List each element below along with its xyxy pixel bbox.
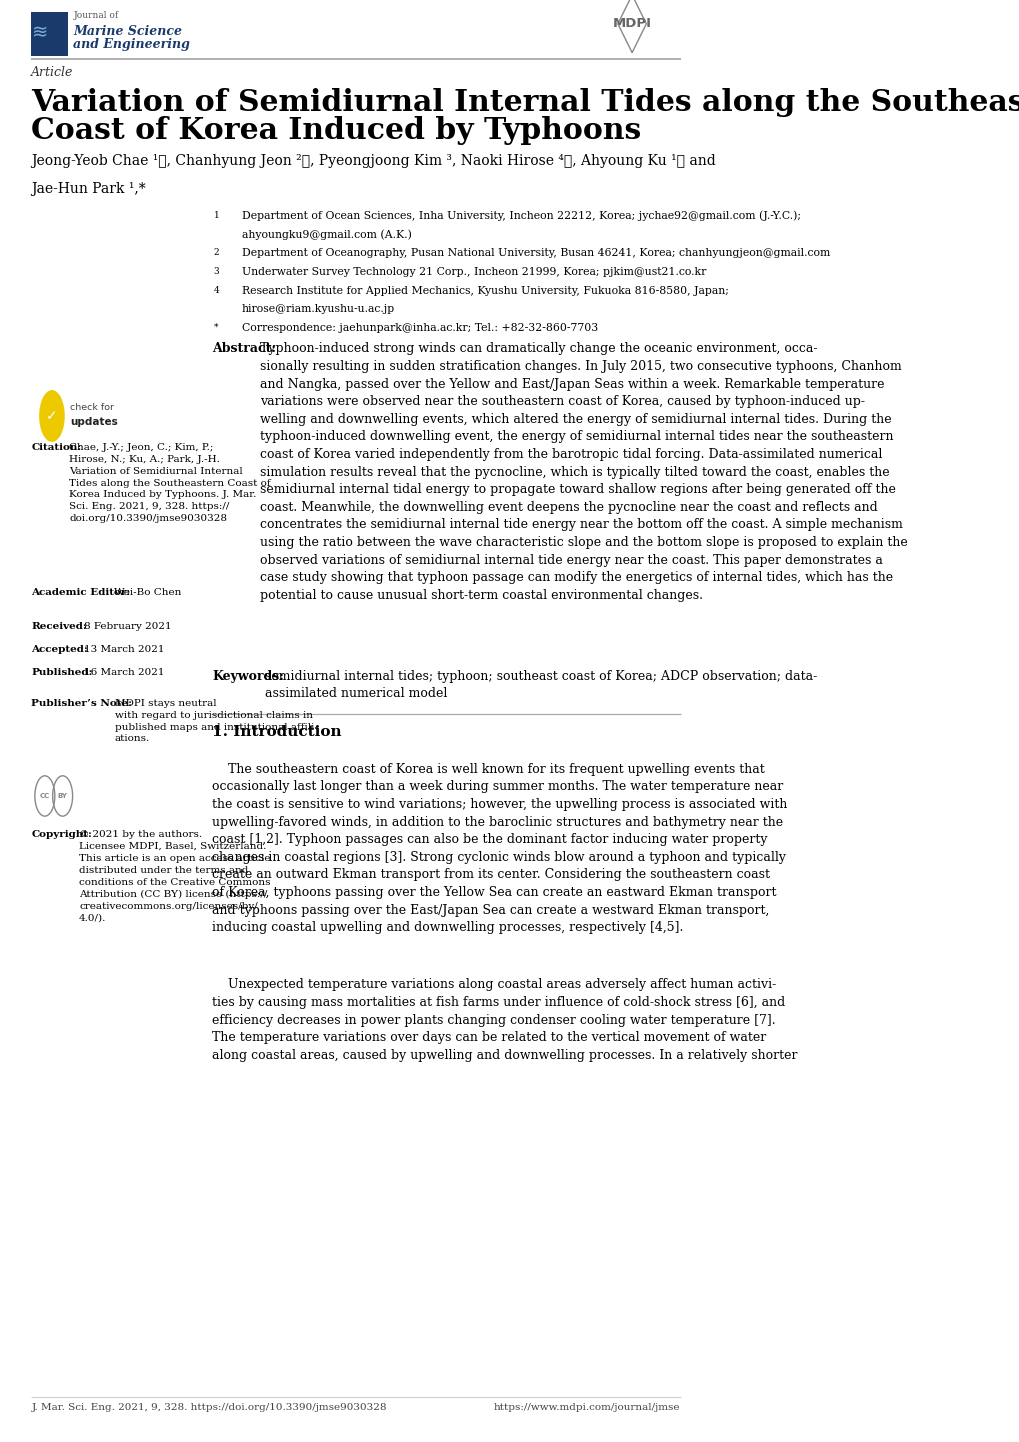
FancyBboxPatch shape xyxy=(32,12,68,55)
Text: © 2021 by the authors.
Licensee MDPI, Basel, Switzerland.
This article is an ope: © 2021 by the authors. Licensee MDPI, Ba… xyxy=(78,829,270,923)
Text: 1. Introduction: 1. Introduction xyxy=(212,725,341,740)
Text: Wei-Bo Chen: Wei-Bo Chen xyxy=(114,588,181,597)
Text: Article: Article xyxy=(32,65,73,79)
Text: updates: updates xyxy=(70,418,118,427)
Text: Correspondence: jaehunpark@inha.ac.kr; Tel.: +82-32-860-7703: Correspondence: jaehunpark@inha.ac.kr; T… xyxy=(242,323,598,333)
Text: Received:: Received: xyxy=(32,622,87,630)
Text: MDPI stays neutral
with regard to jurisdictional claims in
published maps and in: MDPI stays neutral with regard to jurisd… xyxy=(114,699,317,744)
Text: The southeastern coast of Korea is well known for its frequent upwelling events : The southeastern coast of Korea is well … xyxy=(212,763,787,934)
Text: Variation of Semidiurnal Internal Tides along the Southeastern: Variation of Semidiurnal Internal Tides … xyxy=(32,88,1019,117)
Text: Department of Oceanography, Pusan National University, Busan 46241, Korea; chanh: Department of Oceanography, Pusan Nation… xyxy=(242,248,829,258)
Text: Published:: Published: xyxy=(32,668,93,678)
Text: MDPI: MDPI xyxy=(612,17,651,30)
Text: hirose@riam.kyushu-u.ac.jp: hirose@riam.kyushu-u.ac.jp xyxy=(242,304,395,314)
Text: 8 February 2021: 8 February 2021 xyxy=(84,622,171,630)
Text: 1: 1 xyxy=(213,211,219,219)
Text: Citation:: Citation: xyxy=(32,443,82,451)
Text: *: * xyxy=(213,323,218,332)
Text: Jeong-Yeob Chae ¹ⓘ, Chanhyung Jeon ²ⓘ, Pyeongjoong Kim ³, Naoki Hirose ⁴ⓘ, Ahyou: Jeong-Yeob Chae ¹ⓘ, Chanhyung Jeon ²ⓘ, P… xyxy=(32,154,715,167)
Text: Marine Science: Marine Science xyxy=(73,25,182,37)
Text: Copyright:: Copyright: xyxy=(32,829,92,839)
Text: CC: CC xyxy=(40,793,50,799)
Text: https://www.mdpi.com/journal/jmse: https://www.mdpi.com/journal/jmse xyxy=(493,1403,680,1412)
Text: Chae, J.-Y.; Jeon, C.; Kim, P.;
Hirose, N.; Ku, A.; Park, J.-H.
Variation of Sem: Chae, J.-Y.; Jeon, C.; Kim, P.; Hirose, … xyxy=(69,443,270,523)
Text: Academic Editor:: Academic Editor: xyxy=(32,588,130,597)
Text: 2: 2 xyxy=(213,248,219,257)
Text: Abstract:: Abstract: xyxy=(212,343,276,356)
Text: ahyoungku9@gmail.com (A.K.): ahyoungku9@gmail.com (A.K.) xyxy=(242,229,412,239)
Text: ✓: ✓ xyxy=(46,410,58,423)
Text: 4: 4 xyxy=(213,286,219,294)
Text: Journal of: Journal of xyxy=(73,10,118,20)
Text: semidiurnal internal tides; typhoon; southeast coast of Korea; ADCP observation;: semidiurnal internal tides; typhoon; sou… xyxy=(265,669,816,701)
Text: Research Institute for Applied Mechanics, Kyushu University, Fukuoka 816-8580, J: Research Institute for Applied Mechanics… xyxy=(242,286,729,296)
Text: Department of Ocean Sciences, Inha University, Incheon 22212, Korea; jychae92@gm: Department of Ocean Sciences, Inha Unive… xyxy=(242,211,800,221)
Circle shape xyxy=(39,391,65,441)
Text: check for: check for xyxy=(70,402,114,412)
Text: 16 March 2021: 16 March 2021 xyxy=(84,668,164,678)
Text: BY: BY xyxy=(58,793,67,799)
Text: J. Mar. Sci. Eng. 2021, 9, 328. https://doi.org/10.3390/jmse9030328: J. Mar. Sci. Eng. 2021, 9, 328. https://… xyxy=(32,1403,386,1412)
Text: Underwater Survey Technology 21 Corp., Incheon 21999, Korea; pjkim@ust21.co.kr: Underwater Survey Technology 21 Corp., I… xyxy=(242,267,706,277)
Text: ≋: ≋ xyxy=(32,23,48,42)
Text: and Engineering: and Engineering xyxy=(73,37,190,52)
Text: Coast of Korea Induced by Typhoons: Coast of Korea Induced by Typhoons xyxy=(32,117,641,146)
Text: Publisher’s Note:: Publisher’s Note: xyxy=(32,699,132,708)
Text: Typhoon-induced strong winds can dramatically change the oceanic environment, oc: Typhoon-induced strong winds can dramati… xyxy=(260,343,907,601)
Text: 13 March 2021: 13 March 2021 xyxy=(84,645,164,653)
Text: Jae-Hun Park ¹,*: Jae-Hun Park ¹,* xyxy=(32,182,146,196)
Text: Accepted:: Accepted: xyxy=(32,645,88,653)
Text: 3: 3 xyxy=(213,267,219,275)
Text: Keywords:: Keywords: xyxy=(212,669,283,684)
Text: Unexpected temperature variations along coastal areas adversely affect human act: Unexpected temperature variations along … xyxy=(212,978,797,1061)
